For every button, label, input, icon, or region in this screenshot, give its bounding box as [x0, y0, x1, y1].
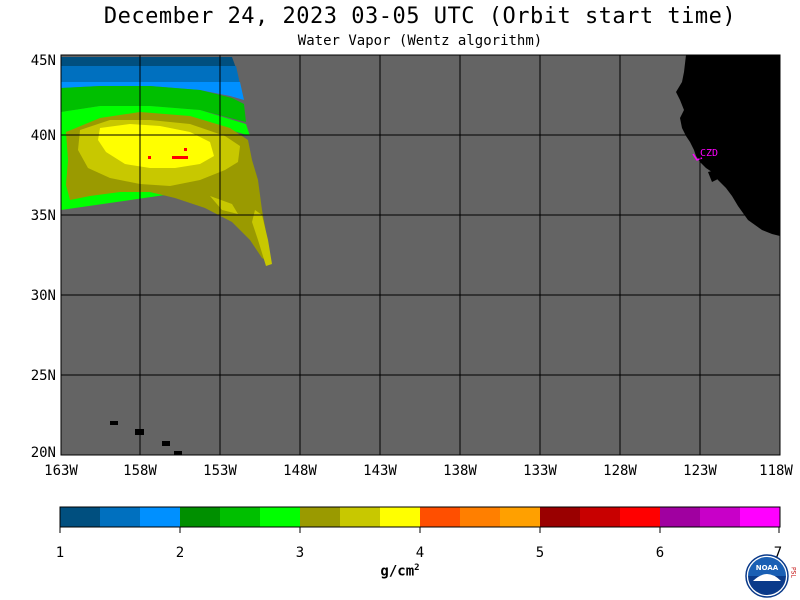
- colorbar-swatch: [460, 507, 501, 527]
- noaa-logo: NOAA PSL: [745, 554, 797, 598]
- swath-red-spot: [172, 156, 188, 159]
- colorbar-swatch: [380, 507, 421, 527]
- colorbar-tick-label: 6: [656, 545, 664, 561]
- lon-label: 153W: [203, 463, 237, 479]
- colorbar-tick-label: 1: [56, 545, 64, 561]
- swath-mid-blue: [61, 66, 240, 84]
- colorbar-tick-label: 4: [416, 545, 424, 561]
- colorbar-swatch: [540, 507, 581, 527]
- lon-label: 123W: [683, 463, 717, 479]
- colorbar-swatch: [300, 507, 341, 527]
- colorbar-swatch: [700, 507, 741, 527]
- lon-label: 133W: [523, 463, 557, 479]
- colorbar-swatch: [100, 507, 141, 527]
- latitude-labels: 45N 40N 35N 30N 25N 20N: [31, 53, 56, 461]
- lon-label: 128W: [603, 463, 637, 479]
- colorbar-swatch: [500, 507, 541, 527]
- colorbar-swatch: [580, 507, 621, 527]
- colorbar-swatch: [340, 507, 381, 527]
- colorbar-swatch: [620, 507, 661, 527]
- lat-label: 45N: [31, 53, 56, 69]
- colorbar-swatch: [420, 507, 461, 527]
- colorbar-swatch: [260, 507, 301, 527]
- station-czd-label: CZD: [700, 148, 718, 159]
- lon-label: 143W: [363, 463, 397, 479]
- lon-label: 118W: [759, 463, 793, 479]
- colorbar-swatch: [660, 507, 701, 527]
- lon-label: 158W: [123, 463, 157, 479]
- land-bay-area: [708, 170, 720, 182]
- colorbar-swatch: [740, 507, 781, 527]
- swath-red-spot: [184, 148, 187, 151]
- psl-logo-text: PSL: [790, 567, 797, 578]
- lat-label: 20N: [31, 445, 56, 461]
- colorbar: [60, 507, 781, 527]
- swath-dark-blue: [61, 57, 236, 68]
- colorbar-tick-label: 3: [296, 545, 304, 561]
- colorbar-swatch: [220, 507, 261, 527]
- lat-label: 35N: [31, 208, 56, 224]
- map-frame: [60, 54, 781, 456]
- swath-green: [61, 86, 246, 122]
- colorbar-swatch: [140, 507, 181, 527]
- noaa-logo-text: NOAA: [756, 564, 779, 572]
- land-north-america: [676, 55, 780, 236]
- colorbar-tick-marks: [59, 527, 780, 533]
- swath-red-spot: [148, 156, 151, 159]
- colorbar-ticks: 1 2 3 4 5 6 7: [56, 545, 782, 561]
- lon-label: 148W: [283, 463, 317, 479]
- lon-label: 163W: [44, 463, 78, 479]
- lat-label: 25N: [31, 368, 56, 384]
- map-title: December 24, 2023 03-05 UTC (Orbit start…: [103, 4, 737, 29]
- map-subtitle: Water Vapor (Wentz algorithm): [297, 33, 543, 49]
- lat-label: 30N: [31, 288, 56, 304]
- lon-label: 138W: [443, 463, 477, 479]
- colorbar-swatch: [180, 507, 221, 527]
- colorbar-tick-label: 5: [536, 545, 544, 561]
- colorbar-unit-label: g/cm2: [380, 563, 420, 580]
- colorbar-swatch: [60, 507, 101, 527]
- lat-label: 40N: [31, 128, 56, 144]
- map-grid: [61, 55, 780, 455]
- colorbar-tick-label: 7: [774, 545, 782, 561]
- longitude-labels: 163W 158W 153W 148W 143W 138W 133W 128W …: [44, 463, 793, 479]
- colorbar-tick-label: 2: [176, 545, 184, 561]
- swath-light-blue: [61, 82, 244, 100]
